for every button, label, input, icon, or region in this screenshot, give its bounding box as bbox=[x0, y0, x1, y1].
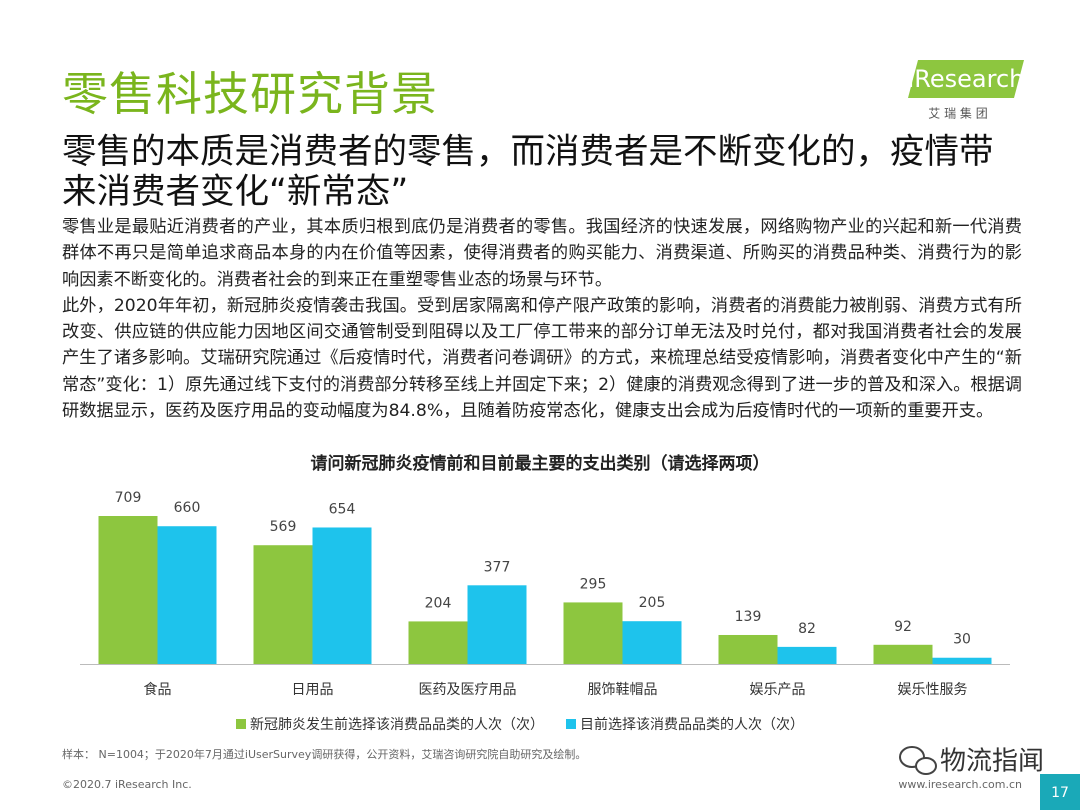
logo-subtitle: 艾 瑞 集 团 bbox=[928, 106, 987, 121]
bar bbox=[253, 545, 313, 664]
body-text: 零售业是最贴近消费者的产业，其本质归根到底仍是消费者的零售。我国经济的快速发展，… bbox=[62, 214, 1022, 424]
legend-label: 目前选择该消费品品类的人次（次） bbox=[580, 716, 804, 733]
page-badge bbox=[1040, 774, 1080, 810]
x-tick-label: 娱乐产品 bbox=[750, 682, 806, 698]
data-label: 295 bbox=[580, 576, 607, 592]
website: www.iresearch.com.cn bbox=[898, 778, 1022, 791]
data-label: 82 bbox=[798, 621, 816, 637]
x-tick-label: 服饰鞋帽品 bbox=[588, 682, 658, 698]
bar bbox=[467, 585, 527, 664]
bar bbox=[932, 657, 992, 664]
data-label: 139 bbox=[735, 609, 762, 625]
bar bbox=[157, 526, 217, 664]
wechat-icon bbox=[915, 757, 937, 775]
data-label: 660 bbox=[174, 500, 201, 516]
copyright: ©2020.7 iResearch Inc. bbox=[62, 778, 192, 791]
subtitle: 零售的本质是消费者的零售，而消费者是不断变化的，疫情带来消费者变化“新常态” bbox=[62, 132, 994, 212]
data-label: 204 bbox=[425, 595, 452, 611]
bar bbox=[873, 644, 933, 664]
data-label: 205 bbox=[639, 595, 666, 611]
data-label: 654 bbox=[329, 501, 356, 517]
data-label: 92 bbox=[894, 619, 912, 635]
chart-title: 请问新冠肺炎疫情前和目前最主要的支出类别（请选择两项） bbox=[311, 453, 770, 474]
page-number: 17 bbox=[1051, 785, 1069, 801]
bar bbox=[622, 621, 682, 664]
wechat-icon bbox=[899, 746, 925, 768]
data-label: 569 bbox=[270, 519, 297, 535]
watermark: 物流指闻 bbox=[940, 747, 1044, 777]
logo-shape bbox=[908, 60, 1024, 98]
bar bbox=[312, 527, 372, 664]
x-tick-label: 娱乐性服务 bbox=[898, 682, 968, 698]
bar bbox=[777, 646, 837, 664]
legend-swatch bbox=[566, 719, 576, 729]
bar bbox=[718, 634, 778, 664]
x-tick-label: 医药及医疗用品 bbox=[419, 682, 517, 698]
x-tick-label: 食品 bbox=[144, 681, 172, 698]
bar bbox=[98, 516, 158, 664]
legend-label: 新冠肺炎发生前选择该消费品品类的人次（次） bbox=[250, 716, 544, 733]
paragraph: 零售业是最贴近消费者的产业，其本质归根到底仍是消费者的零售。我国经济的快速发展，… bbox=[62, 217, 1022, 290]
page-title: 零售科技研究背景 bbox=[62, 67, 438, 121]
legend-swatch bbox=[236, 719, 246, 729]
logo: iResearch bbox=[908, 65, 1025, 93]
data-label: 377 bbox=[484, 559, 511, 575]
data-label: 30 bbox=[953, 632, 971, 648]
paragraph: 此外，2020年年初，新冠肺炎疫情袭击我国。受到居家隔离和停产限产政策的影响，消… bbox=[62, 295, 1022, 422]
footnote: 样本： N=1004；于2020年7月通过iUserSurvey调研获得，公开资… bbox=[62, 747, 586, 761]
data-label: 709 bbox=[115, 490, 142, 506]
bar bbox=[408, 621, 468, 664]
bar bbox=[563, 602, 623, 664]
x-tick-label: 日用品 bbox=[292, 682, 334, 698]
